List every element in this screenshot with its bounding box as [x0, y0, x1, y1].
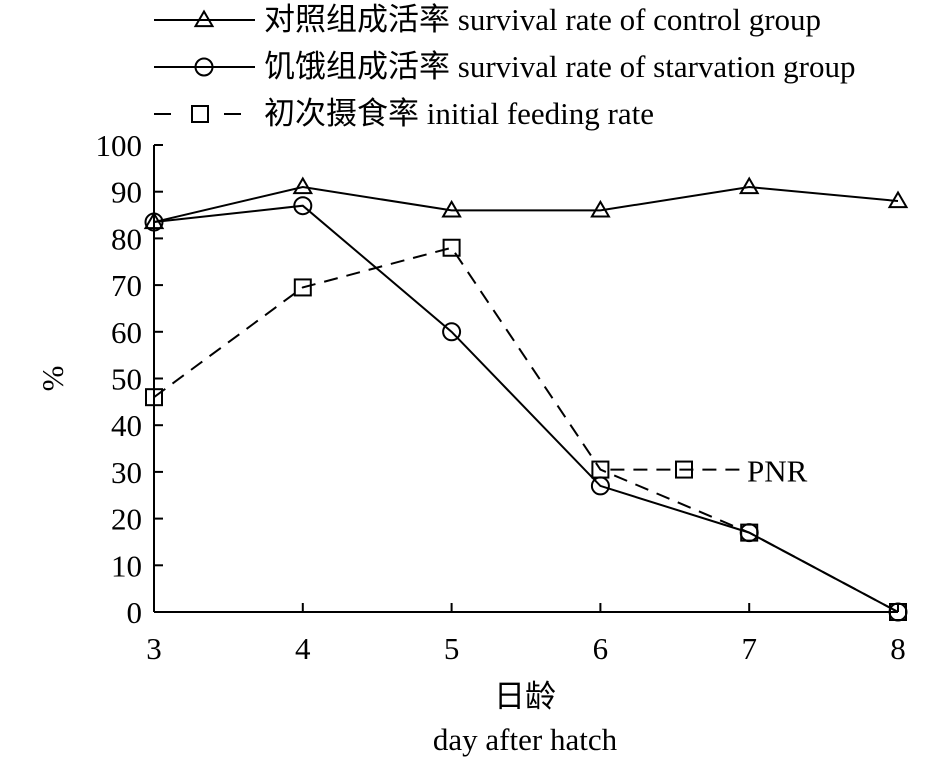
x-axis-label-english: day after hatch: [433, 722, 618, 757]
data-point-square: [293, 278, 312, 297]
series-square: [145, 238, 907, 621]
legend-entry-circle: 饥饿组成活率 survival rate of starvation group: [154, 49, 855, 84]
y-axis-label: %: [35, 366, 70, 392]
data-point-triangle: [887, 190, 909, 209]
axis-titles: % 日龄 day after hatch: [35, 366, 618, 757]
data-point-triangle: [441, 199, 462, 218]
annotation-marker: [675, 460, 693, 479]
y-tick-label: 40: [111, 408, 142, 443]
y-tick-label: 0: [127, 595, 143, 630]
data-point-triangle: [590, 199, 611, 218]
data-point-circle: [144, 212, 164, 232]
legend-marker-triangle: [193, 9, 215, 28]
y-tick-label: 20: [111, 502, 142, 537]
data-point-square: [889, 603, 907, 621]
x-tick-label: 5: [444, 631, 460, 666]
legend: 对照组成活率 survival rate of control group 饥饿组…: [154, 2, 855, 131]
y-tick-label: 100: [96, 128, 143, 163]
y-tick-label: 50: [111, 362, 142, 397]
data-point-square: [591, 460, 610, 479]
data-point-square: [442, 238, 461, 257]
legend-entry-triangle: 对照组成活率 survival rate of control group: [154, 2, 821, 37]
legend-label: 对照组成活率 survival rate of control group: [264, 2, 821, 37]
x-tick-label: 8: [890, 631, 906, 666]
y-tick-label: 60: [111, 315, 142, 350]
data-point-square: [740, 523, 759, 542]
series-triangle: [143, 176, 909, 230]
legend-entry-square: 初次摄食率 initial feeding rate: [154, 96, 654, 131]
y-tick-label: 10: [111, 548, 142, 583]
series-line-circle: [153, 204, 899, 613]
legend-marker-square: [191, 105, 209, 123]
data-point-circle: [442, 322, 462, 342]
y-tick-label: 90: [111, 175, 142, 210]
axes: 0 10 20 30 40 50 60 70 80 90 100 3 4 5 6 7 8: [96, 128, 906, 666]
data-point-circle: [293, 196, 313, 216]
series-circle: [144, 196, 908, 622]
data-point-triangle: [738, 176, 760, 195]
y-tick-label: 70: [111, 268, 142, 303]
legend-marker-circle: [194, 57, 214, 77]
x-tick-label: 3: [146, 631, 162, 666]
x-tick-label: 7: [741, 631, 757, 666]
series-line-square: [153, 246, 899, 613]
data-point-square: [145, 388, 163, 407]
series-layer: [143, 176, 909, 622]
y-tick-label: 80: [111, 221, 142, 256]
y-tick-label: 30: [111, 455, 142, 490]
legend-label: 饥饿组成活率 survival rate of starvation group: [264, 49, 855, 84]
annotation-label: PNR: [747, 454, 808, 489]
annotation-pnr: PNR: [610, 454, 808, 489]
x-tick-label: 4: [295, 631, 311, 666]
x-tick-label: 6: [593, 631, 609, 666]
annotation-layer: PNR: [610, 454, 808, 489]
series-line-triangle: [153, 186, 899, 224]
x-axis-label-chinese: 日龄: [494, 679, 556, 714]
legend-label: 初次摄食率 initial feeding rate: [264, 96, 654, 131]
data-point-triangle: [292, 176, 314, 195]
